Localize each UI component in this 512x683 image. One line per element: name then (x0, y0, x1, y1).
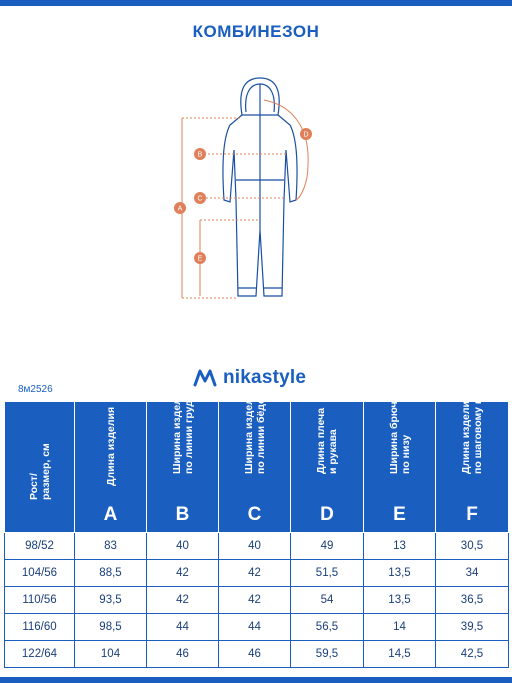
cell: 51,5 (290, 559, 364, 587)
top-bar (0, 0, 512, 6)
cell: 13,5 (363, 559, 436, 587)
header-size: Рост/ размер, см (4, 401, 75, 533)
cell: 98/52 (4, 532, 75, 560)
cell: 14 (363, 613, 436, 641)
cell: 46 (218, 640, 291, 668)
header-a: Длина изделия A (74, 401, 147, 533)
table-row: 98/52 83 40 40 49 13 30,5 (4, 532, 509, 560)
cell: 14,5 (363, 640, 436, 668)
cell: 42 (218, 586, 291, 614)
diagram-label-d: D (303, 132, 308, 139)
table-row: 104/56 88,5 42 42 51,5 13,5 34 (4, 559, 509, 587)
table-row: 110/56 93,5 42 42 54 13,5 36,5 (4, 586, 509, 614)
cell: 42 (146, 586, 219, 614)
table-row: 122/64 104 46 46 59,5 14,5 42,5 (4, 640, 509, 668)
cell: 49 (290, 532, 364, 560)
diagram-label-b: B (198, 152, 203, 159)
cell: 93,5 (74, 586, 147, 614)
cell: 42 (146, 559, 219, 587)
cell: 46 (146, 640, 219, 668)
cell: 39,5 (435, 613, 509, 641)
cell: 54 (290, 586, 364, 614)
cell: 98,5 (74, 613, 147, 641)
cell: 110/56 (4, 586, 75, 614)
diagram-label-a: A (178, 206, 183, 213)
cell: 59,5 (290, 640, 364, 668)
brand-logo: nikastyle (193, 366, 306, 390)
diagram-label-e: E (198, 256, 203, 263)
cell: 104 (74, 640, 147, 668)
cell: 13,5 (363, 586, 436, 614)
cell: 122/64 (4, 640, 75, 668)
cell: 44 (218, 613, 291, 641)
header-f: Длина изделия по шаговому шву F (435, 383, 509, 533)
table-header-row: Рост/ размер, см Длина изделия A Ширина и… (4, 380, 509, 533)
cell: 116/60 (4, 613, 75, 641)
bottom-bar (0, 677, 512, 683)
cell: 34 (435, 559, 509, 587)
cell: 56,5 (290, 613, 364, 641)
cell: 42,5 (435, 640, 509, 668)
cell: 83 (74, 532, 147, 560)
cell: 104/56 (4, 559, 75, 587)
article-number: 8м2526 (18, 384, 53, 395)
cell: 40 (146, 532, 219, 560)
cell: 40 (218, 532, 291, 560)
cell: 44 (146, 613, 219, 641)
page-title: КОМБИНЕЗОН (192, 22, 320, 41)
cell: 42 (218, 559, 291, 587)
header-c: Ширина изделия по линии бёдер C (218, 386, 291, 533)
garment-diagram: A B C D E (174, 77, 312, 299)
logo-text: nikastyle (223, 367, 307, 388)
diagram-label-c: C (197, 196, 202, 203)
size-table: Рост/ размер, см Длина изделия A Ширина и… (4, 380, 509, 668)
table-row: 116/60 98,5 44 44 56,5 14 39,5 (4, 613, 509, 641)
cell: 13 (363, 532, 436, 560)
cell: 30,5 (435, 532, 509, 560)
header-b: Ширина изделия по линии груди B (146, 386, 219, 533)
header-d: Длина плеча и рукава D (290, 401, 364, 533)
cell: 36,5 (435, 586, 509, 614)
logo-icon (193, 369, 217, 387)
cell: 88,5 (74, 559, 147, 587)
header-e: Ширина брючины по низу E (363, 380, 436, 533)
